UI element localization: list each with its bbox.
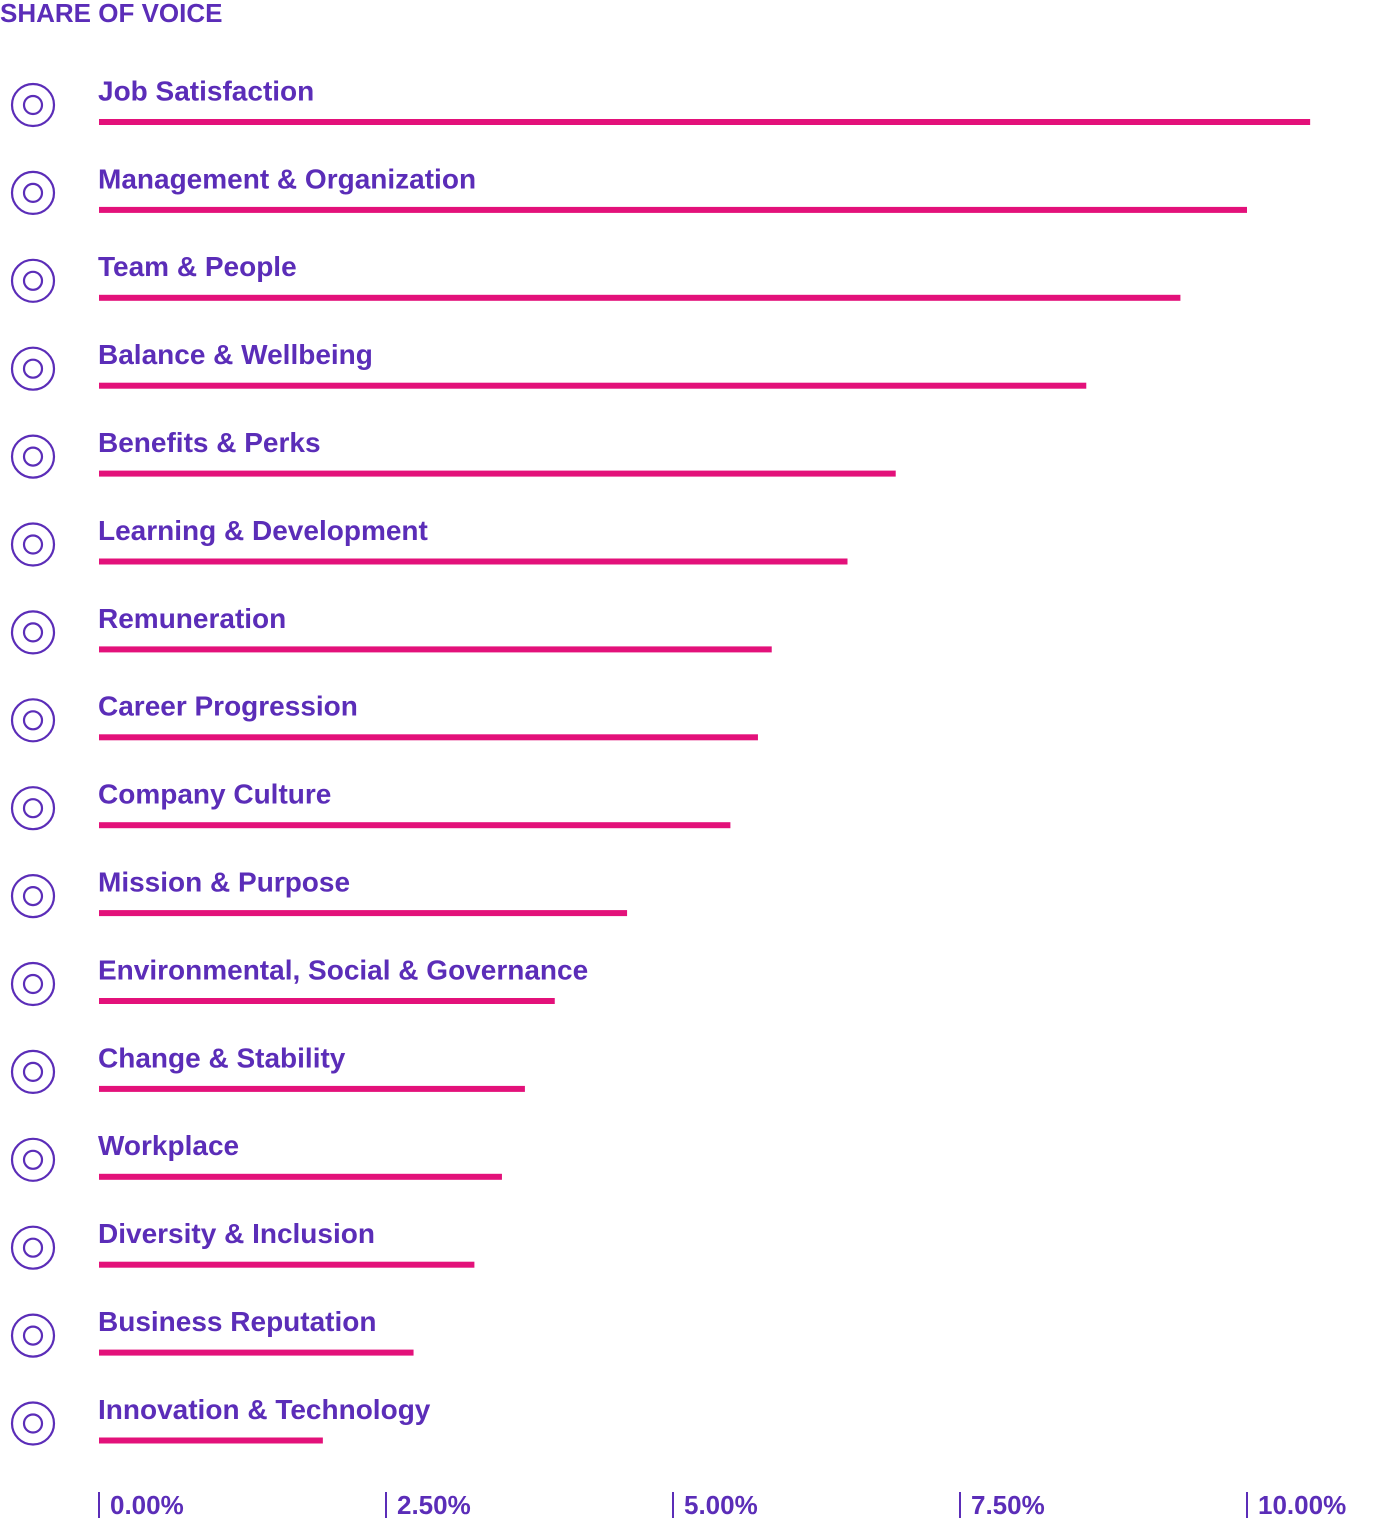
category-label: Change & Stability: [98, 1042, 346, 1073]
icon-inner: [22, 94, 44, 116]
icon-inner: [22, 973, 44, 995]
category-label: Mission & Purpose: [98, 866, 350, 897]
category-icon: [10, 873, 56, 919]
category-label: Team & People: [98, 251, 297, 282]
category-icon: [10, 961, 56, 1007]
icon-outline: [10, 170, 56, 215]
icon-inner: [22, 710, 44, 731]
category-icon: [10, 610, 56, 655]
category-icon: [10, 1137, 56, 1182]
bar: [99, 1085, 525, 1092]
icon-outline: [10, 698, 56, 743]
icon-inner: [22, 1149, 44, 1170]
category-icon: [10, 346, 56, 391]
bar: [99, 470, 896, 477]
category-icon: [10, 522, 56, 567]
icon-inner: [22, 622, 44, 643]
category-icon: [10, 434, 56, 479]
category-icon: [10, 1401, 56, 1446]
category-icon: [10, 786, 56, 831]
x-tick-label: 5.00%: [684, 1490, 758, 1520]
category-icon: [10, 698, 56, 743]
category-icon: [10, 258, 56, 303]
bar: [99, 1349, 414, 1356]
bar: [99, 206, 1247, 213]
bar: [99, 1437, 323, 1444]
icon-outline: [10, 434, 56, 479]
bar: [99, 910, 628, 917]
bar: [99, 1261, 475, 1268]
category-icon: [10, 1313, 56, 1358]
icon-outline: [10, 1313, 56, 1358]
icon-outline: [10, 1401, 56, 1446]
icon-inner: [22, 1061, 44, 1083]
x-tick-label: 7.50%: [971, 1490, 1045, 1520]
category-label: Workplace: [98, 1130, 239, 1161]
icon-outline: [10, 1137, 56, 1182]
category-icon: [10, 1049, 56, 1095]
bar: [99, 1173, 502, 1180]
icon-inner: [22, 1237, 44, 1258]
category-icon: [10, 82, 56, 128]
category-label: Innovation & Technology: [98, 1394, 431, 1425]
icon-outline: [10, 786, 56, 831]
chart-title: SHARE OF VOICE: [0, 0, 222, 28]
icon-inner: [22, 798, 44, 819]
category-icon: [10, 170, 56, 215]
icon-inner: [22, 270, 44, 291]
category-label: Learning & Development: [98, 515, 428, 546]
bar: [99, 382, 1087, 389]
icon-outline: [10, 610, 56, 655]
bar: [99, 734, 758, 741]
icon-outline: [10, 346, 56, 391]
icon-outline: [10, 82, 56, 128]
category-label: Remuneration: [98, 603, 286, 634]
icon-inner: [22, 1325, 44, 1346]
category-label: Balance & Wellbeing: [98, 339, 373, 370]
category-label: Company Culture: [98, 779, 331, 810]
bar: [99, 822, 731, 829]
icon-outline: [10, 258, 56, 303]
icon-outline: [10, 873, 56, 919]
icon-inner: [22, 1413, 44, 1434]
category-icon: [10, 1225, 56, 1270]
bar: [99, 998, 555, 1004]
icon-outline: [10, 961, 56, 1007]
bar: [99, 294, 1181, 301]
icon-inner: [22, 446, 44, 467]
category-label: Benefits & Perks: [98, 427, 321, 458]
bar: [99, 646, 772, 653]
icon-inner: [22, 534, 44, 555]
category-label: Job Satisfaction: [98, 75, 314, 106]
icon-inner: [22, 182, 44, 203]
category-label: Business Reputation: [98, 1306, 376, 1337]
icon-outline: [10, 1225, 56, 1270]
bar: [99, 558, 848, 565]
category-label: Management & Organization: [98, 163, 476, 194]
x-tick-label: 0.00%: [110, 1490, 184, 1520]
x-tick-label: 2.50%: [397, 1490, 471, 1520]
category-label: Environmental, Social & Governance: [98, 954, 588, 985]
category-label: Career Progression: [98, 691, 358, 722]
icon-inner: [22, 885, 44, 907]
icon-outline: [10, 522, 56, 567]
icon-outline: [10, 1049, 56, 1095]
category-label: Diversity & Inclusion: [98, 1218, 375, 1249]
icon-inner: [22, 358, 44, 379]
bar: [99, 119, 1311, 125]
x-tick-label: 10.00%: [1258, 1490, 1346, 1520]
